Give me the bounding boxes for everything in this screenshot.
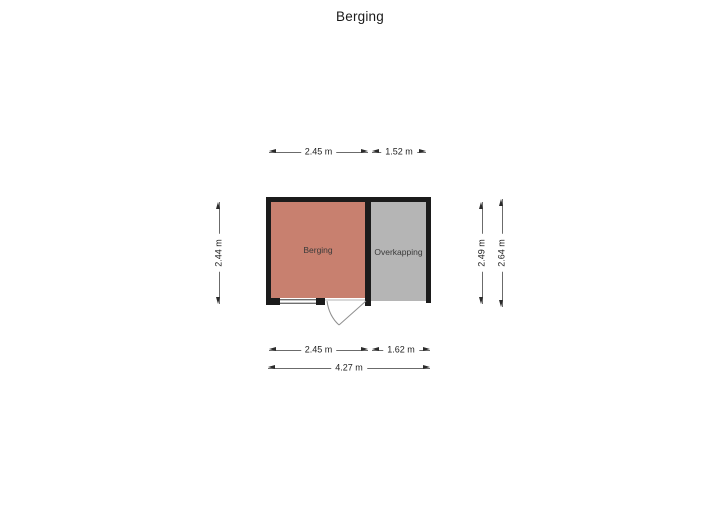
dimension-bottom-total: 4.27 m <box>268 362 430 374</box>
dimension-bottom-overkapping: 1.62 m <box>372 344 430 356</box>
dimension-label: 2.45 m <box>300 344 337 356</box>
page-title: Berging <box>336 9 384 24</box>
dimension-bottom-berging: 2.45 m <box>269 344 368 356</box>
dimension-top-overkapping: 1.52 m <box>372 146 426 158</box>
dimension-label: 2.64 m <box>496 234 508 272</box>
floorplan: Berging Overkapping <box>266 197 431 326</box>
door-jamb <box>316 298 325 305</box>
dimension-label: 1.52 m <box>381 146 417 158</box>
room-berging-label: Berging <box>303 245 333 255</box>
door-threshold <box>325 299 365 301</box>
dimension-left-height: 2.44 m <box>213 202 225 304</box>
wall-top <box>266 197 431 202</box>
dimension-label: 4.27 m <box>331 362 367 374</box>
wall-left <box>266 197 271 305</box>
dimension-label: 1.62 m <box>383 344 419 356</box>
wall-partition <box>365 197 371 306</box>
window-icon <box>280 299 316 304</box>
room-overkapping-label: Overkapping <box>374 246 423 257</box>
door-swing-icon <box>326 300 367 326</box>
room-berging: Berging <box>271 202 365 298</box>
room-overkapping: Overkapping <box>371 202 426 301</box>
dimension-label: 2.45 m <box>300 146 337 158</box>
dimension-right-inner-height: 2.49 m <box>476 202 488 304</box>
dimension-label: 2.44 m <box>213 234 225 272</box>
wall-right <box>426 197 431 303</box>
dimension-right-outer-height: 2.64 m <box>496 199 508 307</box>
dimension-top-berging: 2.45 m <box>269 146 368 158</box>
wall-bottom-left-stub <box>266 298 280 305</box>
dimension-label: 2.49 m <box>476 234 488 272</box>
